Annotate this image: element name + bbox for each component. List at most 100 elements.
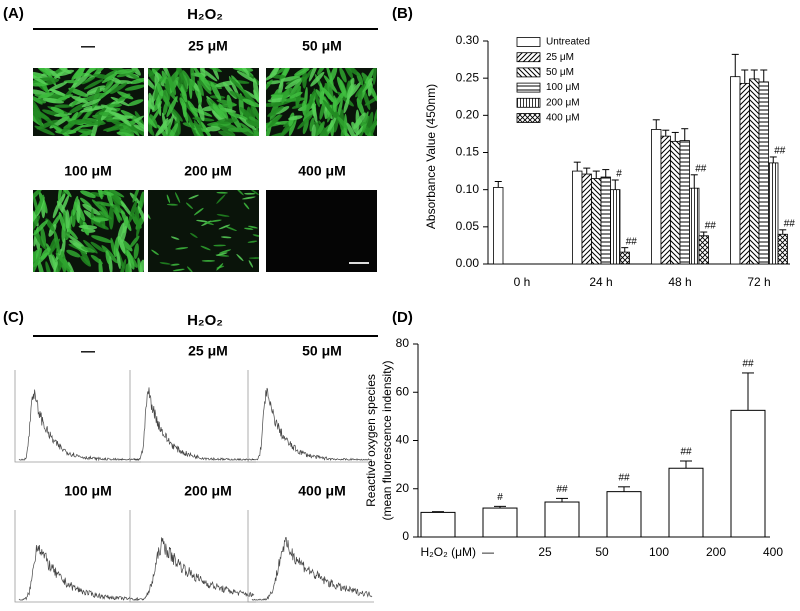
legend-label: 25 μM: [546, 52, 574, 63]
histogram-curve: [251, 387, 373, 461]
bar: [768, 162, 779, 265]
micrograph: [266, 190, 377, 272]
cell: [288, 115, 303, 121]
bar: [493, 187, 504, 265]
cell: [344, 68, 360, 76]
cell: [79, 107, 101, 113]
x-tick-label: 24 h: [589, 275, 612, 289]
cell: [128, 99, 144, 106]
cell: [297, 114, 313, 130]
panel-label: (A): [3, 5, 24, 22]
cell: [166, 203, 179, 206]
cell: [242, 196, 256, 200]
cell: [243, 89, 259, 100]
cell: [148, 92, 155, 111]
cell: [216, 99, 237, 107]
cell: [308, 68, 319, 82]
cell: [218, 130, 235, 136]
cell: [139, 191, 144, 211]
cell: [122, 125, 135, 136]
x-tick-label: 72 h: [747, 275, 770, 289]
cell: [182, 70, 195, 92]
cell: [110, 191, 123, 206]
cell: [63, 79, 79, 84]
cell: [33, 104, 43, 126]
cell: [111, 194, 121, 209]
condition-label: 25 μM: [188, 343, 228, 359]
significance-mark: ##: [618, 472, 630, 483]
bar: [581, 173, 592, 265]
y-tick-label: 40: [396, 433, 410, 447]
cell: [239, 116, 257, 131]
histogram-curve: [133, 387, 254, 461]
significance-mark: ##: [695, 163, 707, 174]
cell: [198, 78, 212, 95]
cell: [132, 190, 140, 203]
cell: [33, 97, 47, 104]
cell: [190, 68, 195, 86]
legend-label: 100 μM: [546, 82, 580, 93]
cell: [57, 190, 63, 202]
cell: [209, 219, 222, 223]
histogram-axes: [247, 370, 374, 463]
x-axis-label: H₂O₂ (μM): [420, 545, 476, 559]
bar: [679, 140, 690, 265]
cell: [43, 68, 61, 79]
legend-swatch: [516, 67, 541, 78]
histogram-curve: [251, 537, 373, 601]
cell: [200, 245, 211, 251]
micrograph: [266, 68, 377, 136]
cell: [133, 124, 144, 133]
cell: [174, 68, 185, 81]
cell: [248, 260, 254, 268]
panel-label: (B): [392, 5, 413, 22]
cell: [250, 190, 259, 196]
cell: [101, 72, 118, 84]
cell: [33, 72, 47, 85]
cell: [110, 96, 130, 107]
cell: [33, 219, 48, 236]
cell: [329, 68, 338, 82]
bar: [544, 501, 580, 538]
condition-label: 100 μM: [64, 483, 111, 499]
condition-label: 200 μM: [184, 483, 231, 499]
cell: [349, 81, 362, 97]
cell: [103, 126, 127, 132]
bar: [651, 129, 662, 265]
cell: [155, 118, 172, 136]
cell: [80, 190, 96, 199]
y-tick-label: 0.25: [456, 70, 480, 84]
cell: [65, 233, 85, 248]
cell: [170, 263, 180, 266]
cell: [58, 68, 72, 74]
cell: [244, 192, 256, 195]
cells: [33, 68, 144, 136]
cell: [319, 101, 326, 120]
cell: [81, 246, 96, 253]
cell: [50, 106, 65, 114]
bar: [420, 511, 456, 538]
cell: [34, 247, 42, 263]
cell: [185, 202, 193, 210]
cell: [49, 89, 66, 97]
cell: [54, 104, 73, 108]
cell: [243, 202, 250, 210]
cell: [125, 263, 131, 272]
significance-mark: ##: [680, 447, 692, 458]
cell: [115, 207, 121, 223]
cell: [139, 259, 144, 272]
cell: [133, 243, 139, 260]
cell: [201, 121, 213, 136]
cell: [203, 221, 214, 226]
cell: [229, 77, 242, 90]
cell: [159, 262, 171, 265]
legend-swatch: [516, 97, 541, 108]
panel-header: H₂O₂: [187, 6, 223, 23]
cell: [190, 232, 198, 239]
cell: [90, 254, 103, 265]
cell: [267, 106, 284, 117]
significance-mark: #: [497, 492, 503, 503]
cell: [65, 224, 72, 240]
histogram: [247, 510, 374, 603]
panel-label: (C): [3, 309, 24, 326]
